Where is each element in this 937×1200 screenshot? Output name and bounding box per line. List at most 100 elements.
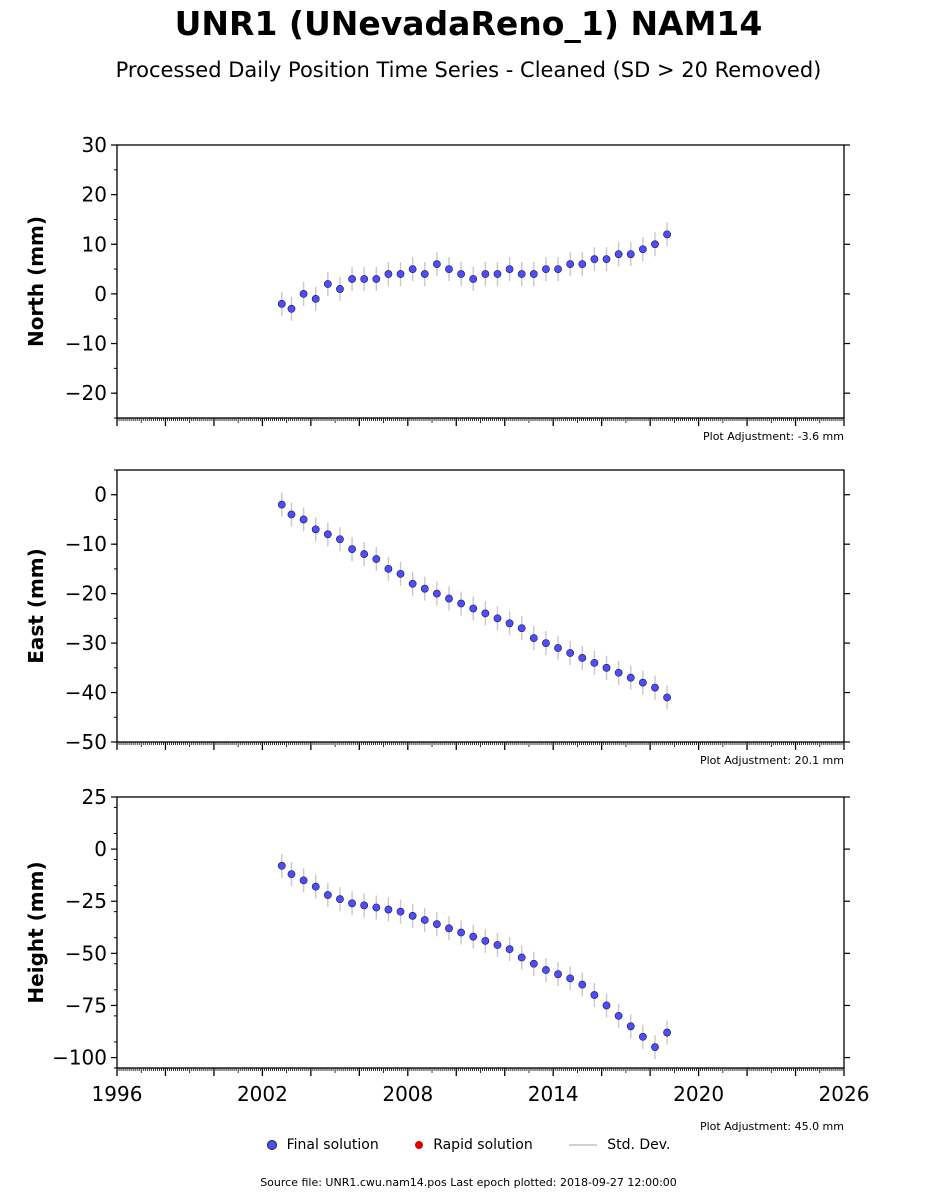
data-point: [457, 599, 466, 608]
data-point: [638, 678, 647, 687]
data-point: [277, 500, 286, 509]
data-point: [493, 270, 502, 278]
chart-subtitle: Processed Daily Position Time Series - C…: [115, 58, 822, 82]
data-point: [529, 634, 538, 643]
data-point: [323, 280, 332, 288]
rapid-solution-marker-icon: [415, 1141, 424, 1149]
y-tick-label: −50: [65, 730, 107, 754]
data-point: [311, 294, 320, 303]
y-tick-label: 0: [94, 483, 107, 507]
data-point: [396, 270, 405, 278]
data-point: [614, 250, 623, 259]
y-tick-label: 0: [94, 282, 107, 306]
data-point: [542, 639, 550, 647]
data-point: [554, 970, 562, 979]
x-tick-label: 2008: [382, 1082, 433, 1106]
legend-item-rapid: Rapid solution: [415, 1137, 533, 1153]
data-point: [299, 290, 308, 298]
plot-adjustment-note: Plot Adjustment: 45.0 mm: [700, 1120, 844, 1133]
data-point: [396, 907, 405, 916]
legend-label-final: Final solution: [286, 1137, 379, 1153]
data-point: [360, 901, 369, 910]
data-point: [432, 260, 441, 269]
data-point: [493, 614, 502, 623]
y-axis-label: North (mm): [24, 216, 48, 347]
data-point: [626, 250, 635, 259]
data-point: [481, 270, 490, 278]
legend-label-std: Std. Dev.: [607, 1137, 671, 1153]
data-point: [505, 619, 514, 628]
data-point: [348, 899, 356, 908]
data-point: [542, 966, 550, 974]
data-point: [396, 569, 405, 578]
data-point: [663, 230, 671, 239]
y-tick-label: −75: [65, 993, 107, 1017]
data-point: [323, 530, 332, 539]
data-point: [311, 882, 320, 891]
data-point: [287, 304, 296, 313]
data-point: [348, 545, 356, 554]
data-point: [566, 649, 575, 657]
data-point: [469, 932, 478, 941]
data-point: [445, 265, 453, 273]
data-point: [602, 1001, 611, 1010]
data-point: [614, 1011, 623, 1020]
y-tick-label: 30: [82, 133, 107, 157]
data-point: [299, 515, 308, 524]
data-point: [432, 920, 441, 929]
data-point: [408, 579, 417, 588]
data-point: [432, 589, 441, 598]
data-point: [517, 270, 526, 278]
legend-label-rapid: Rapid solution: [433, 1137, 533, 1153]
data-point: [590, 658, 599, 667]
data-point: [505, 945, 514, 954]
data-point: [445, 924, 453, 933]
x-tick-label: 2020: [673, 1082, 724, 1106]
y-axis-label: East (mm): [24, 548, 48, 664]
data-point: [384, 905, 393, 914]
data-point: [336, 535, 344, 544]
data-point: [602, 255, 611, 264]
legend-item-final: Final solution: [266, 1137, 379, 1153]
data-point: [323, 891, 332, 899]
data-point: [408, 265, 417, 273]
std-dev-line-icon: [569, 1144, 598, 1146]
plot-adjustment-note: Plot Adjustment: 20.1 mm: [700, 754, 844, 767]
data-point: [493, 941, 502, 949]
data-point: [277, 861, 286, 870]
data-point: [384, 270, 393, 278]
y-tick-label: −40: [65, 681, 107, 705]
data-point: [638, 1032, 647, 1041]
data-point: [554, 644, 562, 652]
data-point: [566, 974, 575, 983]
y-axis-label: Height (mm): [24, 861, 48, 1003]
x-tick-label: 1996: [92, 1082, 143, 1106]
data-point: [384, 565, 393, 573]
x-tick-label: 2014: [528, 1082, 579, 1106]
data-point: [590, 991, 599, 999]
data-point: [529, 270, 538, 278]
x-tick-label: 2002: [237, 1082, 288, 1106]
data-point: [566, 260, 575, 269]
data-point: [360, 275, 369, 283]
data-point: [542, 265, 550, 273]
legend: Final solution Rapid solution Std. Dev.: [0, 1137, 937, 1153]
data-point: [590, 255, 599, 264]
y-tick-label: −100: [52, 1046, 107, 1070]
data-point: [420, 916, 429, 924]
y-tick-label: 0: [94, 837, 107, 861]
data-point: [578, 260, 587, 269]
data-point: [638, 245, 647, 254]
y-tick-label: −20: [65, 582, 107, 606]
data-point: [578, 980, 587, 989]
data-point: [517, 624, 526, 633]
data-point: [602, 663, 611, 672]
data-point: [348, 275, 356, 283]
plot-adjustment-note: Plot Adjustment: -3.6 mm: [703, 430, 844, 443]
data-point: [360, 550, 369, 558]
y-tick-label: −10: [65, 332, 107, 356]
data-point: [372, 275, 381, 283]
data-point: [457, 270, 466, 278]
data-point: [287, 510, 296, 519]
data-point: [614, 668, 623, 677]
